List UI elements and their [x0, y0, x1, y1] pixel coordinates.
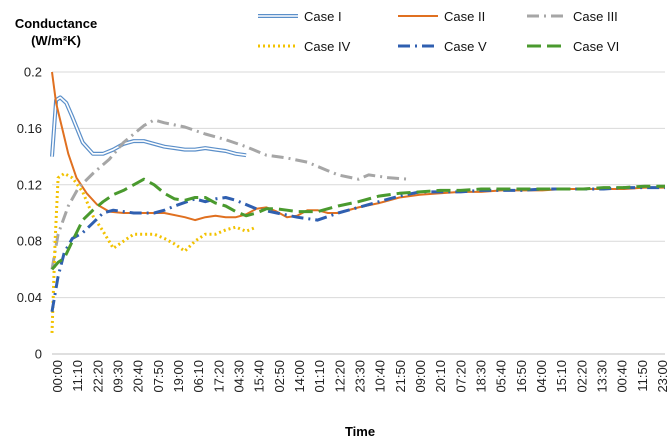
legend-label: Case IV [304, 39, 351, 54]
x-tick-label: 22:20 [90, 360, 105, 393]
series-line-inner [51, 96, 247, 157]
legend-label: Case III [573, 9, 618, 24]
y-axis-ticks: 0 0.04 0.08 0.12 0.16 0.2 [17, 65, 42, 362]
series-case-ii [51, 71, 665, 222]
x-tick-label: 18:30 [474, 360, 489, 393]
x-tick-label: 23:30 [353, 360, 368, 393]
x-tick-label: 12:20 [332, 360, 347, 393]
x-tick-label: 11:50 [635, 360, 650, 392]
series-line [50, 177, 665, 271]
x-tick-label: 07:20 [453, 360, 468, 393]
x-tick-label: 02:50 [272, 360, 287, 393]
x-axis-label: Time [344, 424, 376, 439]
series-case-i [50, 95, 247, 158]
x-tick-label: 17:20 [211, 360, 226, 393]
series-line [50, 118, 410, 270]
x-tick-label: 09:00 [413, 360, 428, 393]
series-line [51, 71, 665, 222]
x-tick-label: 23:00 [655, 360, 669, 393]
x-tick-label: 15:10 [554, 360, 569, 393]
series-line [50, 186, 665, 312]
x-tick-label: 19:00 [171, 360, 186, 393]
y-tick-label: 0.2 [24, 65, 42, 80]
x-tick-label: 06:10 [191, 360, 206, 393]
x-tick-label: 04:00 [534, 360, 549, 393]
legend-item[interactable]: Case IV [258, 39, 351, 54]
legend-label: Case I [304, 9, 342, 24]
legend-item[interactable]: Case II [398, 9, 485, 24]
x-tick-label: 09:30 [111, 360, 126, 393]
series-case-iii [50, 118, 410, 270]
x-tick-label: 01:10 [312, 360, 327, 393]
legend-item[interactable]: Case I [258, 9, 342, 24]
y-axis-label-line2: (W/m²K) [31, 33, 81, 48]
x-tick-label: 10:40 [373, 360, 388, 393]
x-tick-label: 13:30 [595, 360, 610, 393]
gridlines [52, 71, 665, 299]
x-tick-label: 21:50 [393, 360, 408, 393]
x-tick-label: 11:10 [70, 360, 85, 392]
x-axis-tick-labels: 00:00 11:10 22:20 09:30 20:40 07:50 19:00 06:10… [50, 360, 669, 393]
x-tick-label: 00:40 [615, 360, 630, 393]
legend-label: Case V [444, 39, 487, 54]
x-tick-label: 14:00 [292, 360, 307, 393]
x-tick-label: 16:50 [514, 360, 529, 393]
x-tick-label: 20:40 [131, 360, 146, 393]
x-tick-label: 04:30 [232, 360, 247, 393]
x-tick-label: 07:50 [151, 360, 166, 393]
y-tick-label: 0.08 [17, 234, 42, 249]
legend-item[interactable]: Case III [527, 9, 618, 24]
legend-label: Case VI [573, 39, 619, 54]
series-line-outer [50, 95, 247, 158]
x-tick-label: 05:40 [494, 360, 509, 393]
x-tick-label: 15:40 [252, 360, 267, 393]
x-tick-label: 20:10 [433, 360, 448, 393]
series-case-vi [50, 177, 665, 271]
x-tick-label: 00:00 [50, 360, 65, 393]
y-axis-label: Conductance (W/m²K) [6, 16, 106, 48]
x-tick-label: 02:20 [574, 360, 589, 393]
y-axis-label-line1: Conductance [14, 16, 98, 31]
legend[interactable]: Case I Case II Case III Case IV Case V Case V… [258, 9, 619, 54]
series-case-v [50, 186, 665, 312]
legend-item[interactable]: Case V [398, 39, 487, 54]
series-lines [50, 71, 665, 333]
y-tick-label: 0 [35, 347, 42, 362]
y-tick-label: 0.04 [17, 290, 42, 305]
legend-label: Case II [444, 9, 485, 24]
legend-item[interactable]: Case VI [527, 39, 619, 54]
y-tick-label: 0.16 [17, 121, 42, 136]
y-tick-label: 0.12 [17, 177, 42, 192]
